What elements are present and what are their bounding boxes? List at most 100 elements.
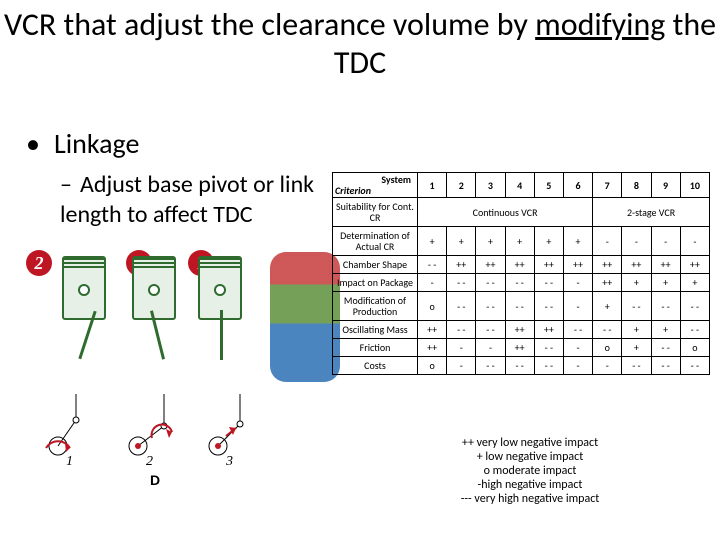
legend-line: -high negative impact <box>370 478 690 492</box>
piston-a <box>62 256 106 320</box>
linkage-3: 3 <box>202 390 272 470</box>
group-row-label: Suitability for Cont. CR <box>333 198 418 227</box>
legend-line: o moderate impact <box>370 464 690 478</box>
row-label: Determination of Actual CR <box>333 227 418 256</box>
table-row: Friction++--++- --o+- -o <box>333 339 710 357</box>
badge-2: 2 <box>26 250 52 276</box>
table-cell: o <box>418 357 447 375</box>
table-cell: ++ <box>534 256 563 274</box>
table-cell: - - <box>680 321 709 339</box>
col-5: 5 <box>534 173 563 198</box>
table-cell: - <box>593 227 622 256</box>
table-cell: ++ <box>418 321 447 339</box>
table-cell: - <box>622 227 651 256</box>
linkage-1-label: 1 <box>66 454 73 470</box>
diagram-D-label: D <box>150 472 160 488</box>
table-cell: - - <box>418 256 447 274</box>
bullet-level2: –Adjust base pivot or link length to aff… <box>60 170 330 230</box>
table-cell: ++ <box>651 256 680 274</box>
table-cell: - - <box>447 274 476 292</box>
criterion-header: System Criterion <box>333 173 418 198</box>
table-cell: ++ <box>476 256 505 274</box>
col-1: 1 <box>418 173 447 198</box>
table-cell: - <box>563 274 592 292</box>
row-label: Friction <box>333 339 418 357</box>
bullet1-text: Linkage <box>54 126 139 161</box>
table-cell: - <box>563 292 592 321</box>
col-8: 8 <box>622 173 651 198</box>
slide-title: VCR that adjust the clearance volume by … <box>0 6 720 82</box>
table-cell: - - <box>651 292 680 321</box>
table-cell: - - <box>476 274 505 292</box>
rod-c <box>220 310 223 360</box>
col-10: 10 <box>680 173 709 198</box>
bullet-dot-icon: • <box>26 126 40 161</box>
table-cell: - - <box>476 357 505 375</box>
table-cell: - - <box>534 339 563 357</box>
table-cell: + <box>651 274 680 292</box>
table-cell: - - <box>680 357 709 375</box>
table-cell: - <box>447 339 476 357</box>
table-cell: o <box>593 339 622 357</box>
row-label: Costs <box>333 357 418 375</box>
table-cell: - - <box>505 274 534 292</box>
table-cell: ++ <box>680 256 709 274</box>
table-cell: ++ <box>447 256 476 274</box>
table-cell: + <box>622 274 651 292</box>
table-body: Determination of Actual CR++++++----Cham… <box>333 227 710 375</box>
mechanism-diagram: 2 6 7 1 <box>22 250 352 480</box>
title-underlined: modifying <box>535 5 665 44</box>
legend-line: ++ very low negative impact <box>370 436 690 450</box>
table-cell: - - <box>447 292 476 321</box>
table-cell: - <box>476 339 505 357</box>
table-cell: - - <box>534 357 563 375</box>
row-label: Modification of Production <box>333 292 418 321</box>
table-cell: o <box>680 339 709 357</box>
table-cell: + <box>622 321 651 339</box>
linkage-2-label: 2 <box>146 454 153 470</box>
table-cell: - - <box>622 357 651 375</box>
table-row: Determination of Actual CR++++++---- <box>333 227 710 256</box>
col-3: 3 <box>476 173 505 198</box>
hdr-criterion: Criterion <box>335 185 411 196</box>
group-2stage: 2-stage VCR <box>593 198 710 227</box>
col-4: 4 <box>505 173 534 198</box>
table-cell: - - <box>505 357 534 375</box>
table-cell: - <box>563 357 592 375</box>
table-row: Chamber Shape- -++++++++++++++++++ <box>333 256 710 274</box>
conrod-3d <box>270 252 340 382</box>
table-cell: + <box>563 227 592 256</box>
table-cell: ++ <box>418 339 447 357</box>
table-cell: - <box>651 227 680 256</box>
table-row: Costso-- -- -- ---- -- -- - <box>333 357 710 375</box>
table-cell: - <box>563 339 592 357</box>
table-cell: - - <box>476 321 505 339</box>
table-cell: - <box>418 274 447 292</box>
group-continuous: Continuous VCR <box>418 198 593 227</box>
title-pre: VCR that adjust the clearance volume by <box>4 5 535 44</box>
table-cell: - - <box>651 339 680 357</box>
table-cell: ++ <box>593 274 622 292</box>
table-cell: - - <box>505 292 534 321</box>
table-cell: - <box>680 227 709 256</box>
comparison-table-wrap: System Criterion 1 2 3 4 5 6 7 8 9 10 Su… <box>332 172 710 375</box>
table-cell: ++ <box>505 256 534 274</box>
table-cell: o <box>418 292 447 321</box>
bullet2-text: Adjust base pivot or link length to affe… <box>60 170 314 229</box>
table-row: Impact on Package-- -- -- -- --+++++ <box>333 274 710 292</box>
table-cell: ++ <box>505 321 534 339</box>
row-label: Impact on Package <box>333 274 418 292</box>
table-cell: + <box>447 227 476 256</box>
table-cell: ++ <box>563 256 592 274</box>
piston-b <box>132 256 176 320</box>
table-cell: + <box>418 227 447 256</box>
row-label: Oscillating Mass <box>333 321 418 339</box>
table-cell: ++ <box>505 339 534 357</box>
linkage-3-label: 3 <box>226 454 233 470</box>
linkage-2: 2 <box>122 390 192 470</box>
table-header-row: System Criterion 1 2 3 4 5 6 7 8 9 10 <box>333 173 710 198</box>
table-cell: + <box>505 227 534 256</box>
table-cell: - - <box>593 321 622 339</box>
comparison-table: System Criterion 1 2 3 4 5 6 7 8 9 10 Su… <box>332 172 710 375</box>
table-cell: ++ <box>593 256 622 274</box>
